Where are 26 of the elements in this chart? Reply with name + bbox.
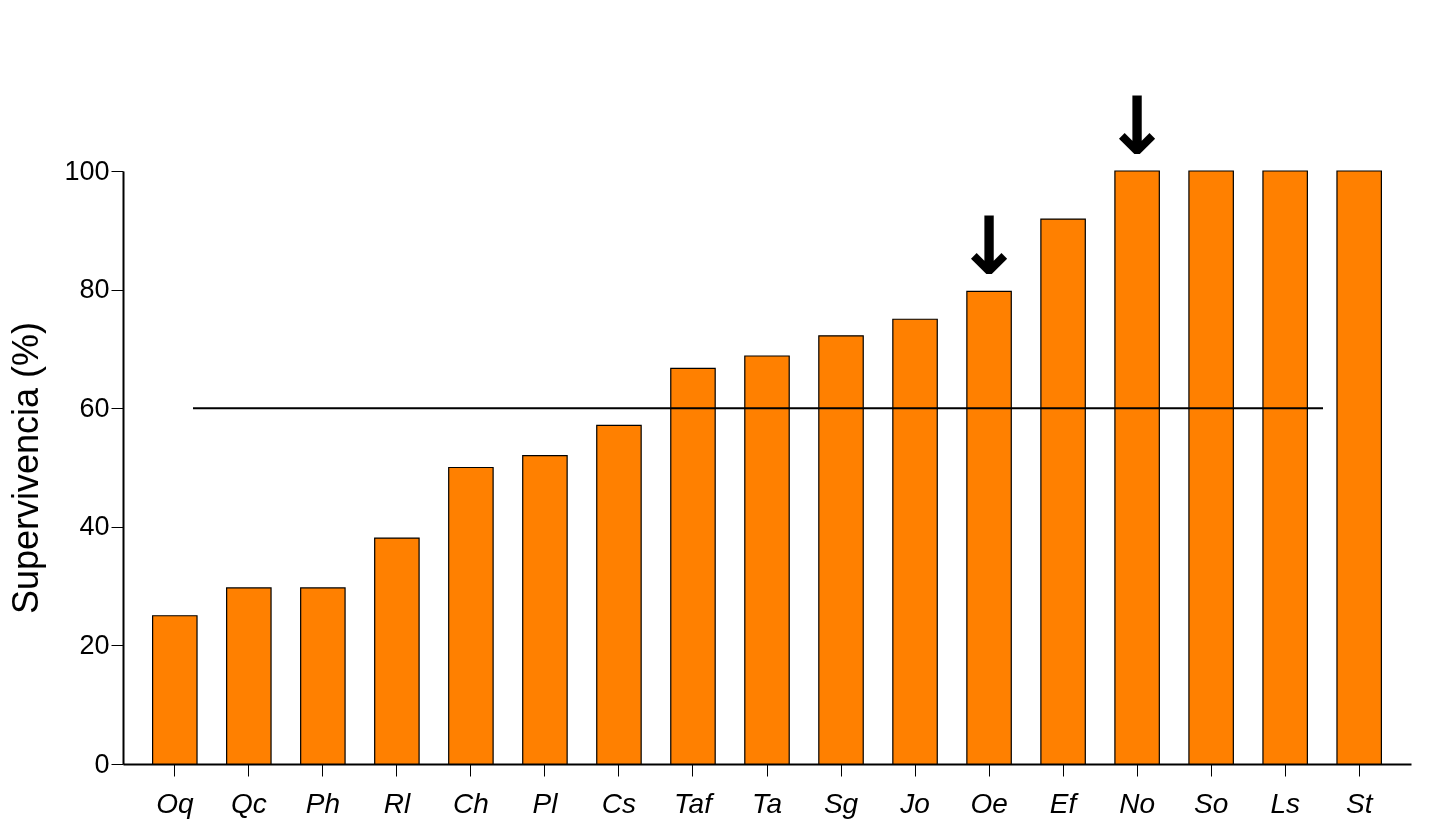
x-tick-label: So bbox=[1194, 787, 1229, 819]
x-tick-label: Jo bbox=[899, 787, 930, 819]
x-tick-label: Ls bbox=[1270, 787, 1300, 819]
x-tick-label: Oq bbox=[156, 787, 194, 819]
x-tick-label: No bbox=[1119, 787, 1156, 819]
x-tick-label: Taf bbox=[674, 787, 716, 819]
x-tick-label: Ef bbox=[1049, 787, 1080, 819]
x-tick-label: Ch bbox=[453, 787, 489, 819]
x-tick-label: Sg bbox=[823, 787, 859, 819]
y-tick-label: 60 bbox=[79, 392, 110, 423]
x-tick-label: Rl bbox=[383, 787, 411, 819]
x-tick-label: Oe bbox=[970, 787, 1008, 819]
x-tick-label: Qc bbox=[230, 787, 267, 819]
annotation: ↓ bbox=[955, 200, 1023, 294]
x-tick-label: Cs bbox=[601, 787, 637, 819]
x-tick-label: St bbox=[1345, 787, 1374, 819]
y-tick-label: 100 bbox=[64, 155, 110, 186]
y-tick-label: 20 bbox=[79, 629, 110, 660]
x-tick-label: Pl bbox=[532, 787, 559, 819]
y-tick-label: 0 bbox=[94, 748, 110, 779]
y-tick-label: 80 bbox=[79, 274, 110, 305]
y-axis-title: Supervivencia (%) bbox=[5, 321, 47, 615]
y-tick-label: 40 bbox=[79, 511, 110, 542]
x-tick-label: Ph bbox=[305, 787, 340, 819]
annotation: ↓ bbox=[1103, 80, 1171, 173]
x-tick-label: Ta bbox=[751, 787, 783, 819]
